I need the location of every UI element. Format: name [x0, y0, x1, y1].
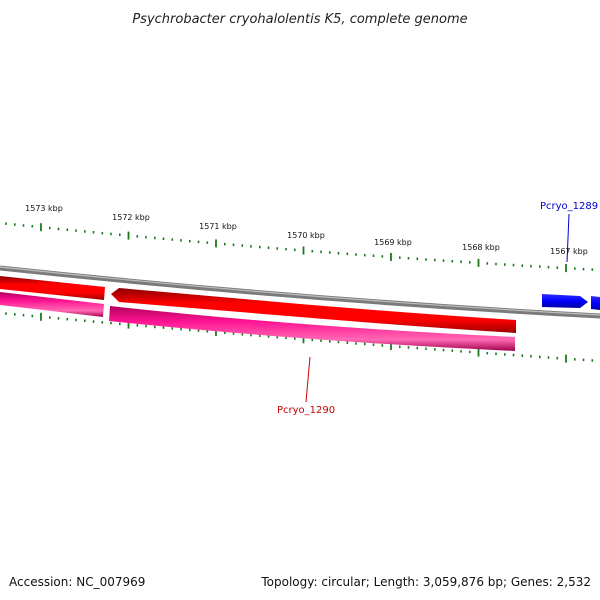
genome-backbone: [0, 265, 600, 319]
pcryo-1290-leader: [305, 356, 311, 403]
inner-scale-ticks: [5, 312, 594, 363]
tick-label-1569: 1569 kbp: [374, 238, 412, 247]
gene-segment-left[interactable]: [0, 276, 105, 300]
gene-pcryo-1290-arrow[interactable]: [111, 288, 516, 333]
scale-labels: 1573 kbp 1572 kbp 1571 kbp 1570 kbp 1569…: [25, 204, 588, 256]
accession-text: Accession: NC_007969: [9, 575, 145, 589]
outer-scale-ticks: [5, 222, 594, 273]
tick-label-1567: 1567 kbp: [550, 247, 588, 256]
tick-label-1573: 1573 kbp: [25, 204, 63, 213]
tick-label-1571: 1571 kbp: [199, 222, 237, 231]
tick-label-1568: 1568 kbp: [462, 243, 500, 252]
cds-segment-left[interactable]: [0, 292, 104, 317]
cds-pcryo-1290[interactable]: [109, 306, 515, 351]
gene-next-segment[interactable]: [591, 296, 600, 310]
summary-text: Topology: circular; Length: 3,059,876 bp…: [260, 575, 591, 589]
tick-label-1570: 1570 kbp: [287, 231, 325, 240]
gene-pcryo-1289-arrow[interactable]: [542, 294, 588, 308]
gene-label-pcryo-1290[interactable]: Pcryo_1290: [277, 405, 335, 416]
gene-label-pcryo-1289[interactable]: Pcryo_1289: [540, 201, 598, 212]
tick-label-1572: 1572 kbp: [112, 213, 150, 222]
map-title: Psychrobacter cryohalolentis K5, complet…: [132, 12, 467, 27]
pcryo-1289-leader: [566, 213, 570, 263]
